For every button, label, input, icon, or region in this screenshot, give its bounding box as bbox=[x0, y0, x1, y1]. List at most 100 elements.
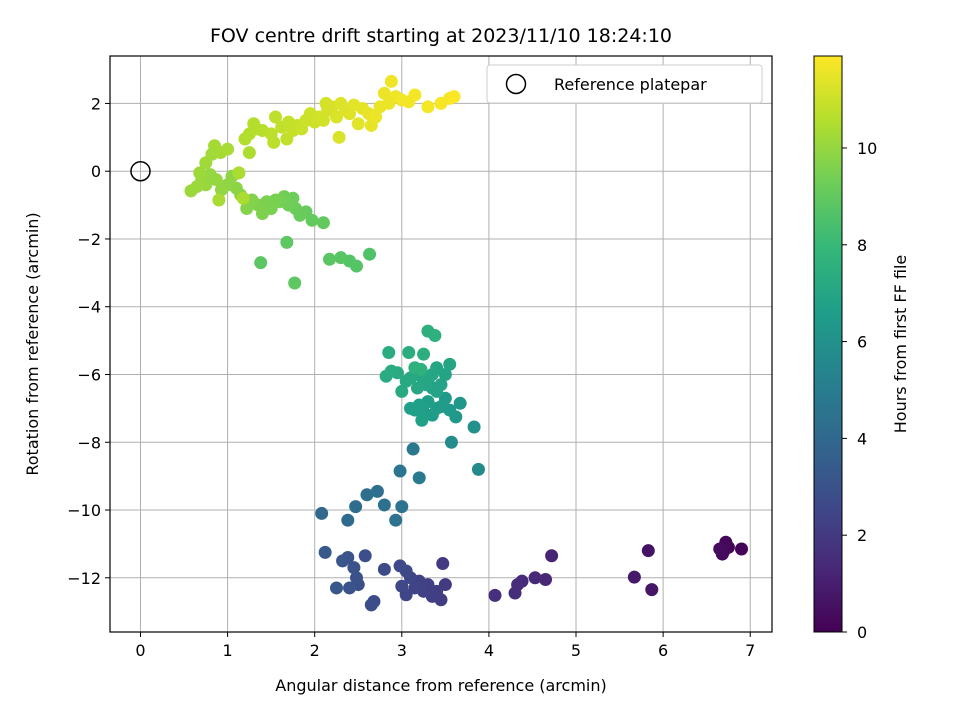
data-point bbox=[221, 142, 235, 156]
data-point bbox=[436, 557, 450, 571]
colorbar-tick-label: 6 bbox=[857, 333, 867, 352]
data-point bbox=[267, 135, 281, 149]
data-point bbox=[336, 554, 350, 568]
data-point bbox=[447, 90, 461, 104]
data-point bbox=[323, 252, 337, 266]
data-point bbox=[347, 561, 361, 575]
data-point bbox=[349, 500, 363, 514]
data-point bbox=[408, 581, 422, 595]
colorbar-gradient bbox=[814, 56, 842, 632]
y-tick-label: 0 bbox=[91, 162, 101, 181]
data-point bbox=[318, 545, 332, 559]
colorbar-tick-label: 2 bbox=[857, 526, 867, 545]
data-point bbox=[402, 345, 416, 359]
x-tick-label: 1 bbox=[222, 641, 232, 660]
data-point bbox=[280, 235, 294, 249]
data-point bbox=[539, 572, 553, 586]
legend-marker-icon bbox=[505, 73, 527, 95]
colorbar-tick-label: 10 bbox=[857, 139, 877, 158]
data-point bbox=[428, 329, 442, 343]
colorbar: 0 2 4 6 8 10 Hours from first FF file bbox=[813, 55, 910, 642]
colorbar-tick-label: 4 bbox=[857, 429, 867, 448]
data-point bbox=[471, 462, 485, 476]
y-tick-label: −10 bbox=[67, 501, 101, 520]
data-point bbox=[393, 559, 407, 573]
y-tick-label: 2 bbox=[91, 94, 101, 113]
data-point bbox=[508, 586, 522, 600]
data-point bbox=[315, 506, 329, 520]
data-point bbox=[443, 357, 457, 371]
colorbar-ticks: 0 2 4 6 8 10 bbox=[842, 139, 877, 642]
colorbar-tick-label: 8 bbox=[857, 236, 867, 255]
data-point bbox=[488, 588, 502, 602]
y-tick-label: −6 bbox=[77, 365, 101, 384]
data-point bbox=[393, 464, 407, 478]
data-point bbox=[545, 549, 559, 563]
x-tick-label: 3 bbox=[397, 641, 407, 660]
data-point bbox=[641, 544, 655, 558]
data-point bbox=[408, 88, 422, 102]
data-point bbox=[389, 513, 403, 527]
legend: Reference platepar bbox=[486, 64, 763, 104]
data-point bbox=[395, 500, 409, 514]
x-tick-label: 5 bbox=[571, 641, 581, 660]
x-axis-label: Angular distance from reference (arcmin) bbox=[275, 676, 606, 695]
data-point bbox=[528, 571, 542, 585]
data-point bbox=[343, 581, 357, 595]
data-point bbox=[406, 442, 420, 456]
legend-box bbox=[486, 64, 763, 104]
data-point bbox=[232, 166, 246, 180]
data-point bbox=[377, 86, 391, 100]
data-point bbox=[350, 571, 364, 585]
data-point bbox=[184, 184, 198, 198]
data-point bbox=[350, 259, 364, 273]
colorbar-tick-label: 0 bbox=[857, 623, 867, 642]
data-point bbox=[242, 146, 256, 160]
colorbar-frame bbox=[813, 55, 843, 633]
x-tick-label: 4 bbox=[484, 641, 494, 660]
data-point bbox=[351, 117, 365, 131]
x-tick-label: 6 bbox=[658, 641, 668, 660]
data-point bbox=[254, 256, 268, 270]
data-point bbox=[269, 110, 282, 124]
data-point bbox=[415, 413, 429, 427]
data-point bbox=[410, 381, 424, 395]
data-point bbox=[316, 216, 330, 230]
y-tick-label: −8 bbox=[77, 433, 101, 452]
data-point bbox=[395, 384, 409, 398]
data-point bbox=[203, 168, 217, 182]
data-point bbox=[363, 247, 377, 261]
data-point bbox=[214, 183, 228, 197]
data-point bbox=[236, 191, 250, 205]
plot-frame bbox=[109, 55, 773, 633]
x-tick-label: 2 bbox=[310, 641, 320, 660]
data-point bbox=[212, 193, 226, 207]
data-point bbox=[240, 201, 254, 215]
data-point bbox=[645, 583, 659, 597]
data-point bbox=[334, 251, 348, 265]
data-point bbox=[193, 166, 207, 180]
data-point bbox=[370, 484, 384, 498]
colorbar-label: Hours from first FF file bbox=[891, 255, 910, 434]
data-point bbox=[377, 498, 391, 512]
data-point bbox=[438, 578, 452, 592]
data-point bbox=[438, 367, 452, 381]
data-point bbox=[713, 542, 727, 556]
data-point bbox=[735, 542, 749, 556]
grid bbox=[110, 56, 772, 632]
x-tick-label: 0 bbox=[135, 641, 145, 660]
data-point bbox=[364, 598, 378, 612]
data-point bbox=[384, 74, 398, 88]
data-point bbox=[377, 562, 391, 576]
data-point bbox=[329, 581, 343, 595]
data-point bbox=[414, 362, 428, 376]
data-point bbox=[360, 488, 374, 502]
data-point bbox=[404, 401, 418, 415]
data-point bbox=[247, 117, 261, 131]
y-tick-label: −12 bbox=[67, 569, 101, 588]
data-point bbox=[467, 420, 481, 434]
data-point bbox=[329, 110, 343, 124]
y-axis-ticks: −12 −10 −8 −6 −4 −2 0 2 bbox=[67, 94, 110, 588]
data-point bbox=[434, 378, 448, 392]
x-axis-ticks: 0 1 2 3 4 5 6 7 bbox=[135, 632, 755, 660]
